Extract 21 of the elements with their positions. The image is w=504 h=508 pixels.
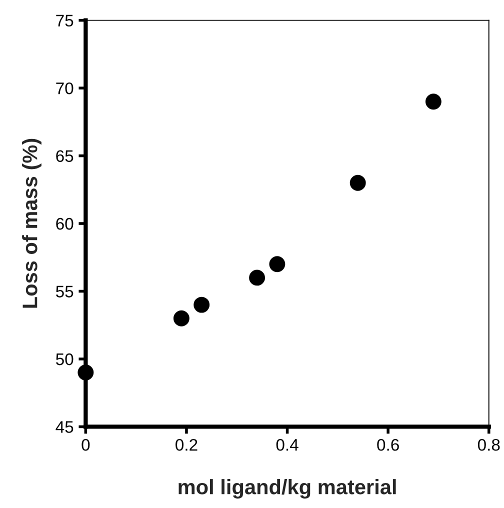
y-tick-label: 55 <box>56 286 74 298</box>
point <box>249 270 266 286</box>
x-tick-label: 0.6 <box>377 438 399 451</box>
point <box>350 174 366 191</box>
point <box>173 310 190 326</box>
point <box>194 296 210 313</box>
point <box>269 256 286 272</box>
x-axis-title: mol ligand/kg material <box>178 479 396 499</box>
y-tick-label: 65 <box>56 150 74 162</box>
y-tick-label: 60 <box>56 218 74 230</box>
x-tick-label: 0.8 <box>478 438 500 451</box>
point <box>425 94 442 110</box>
x-tick-label: 0.2 <box>176 438 198 451</box>
y-axis-title: Loss of mass (%) <box>22 138 42 308</box>
y-tick-label: 70 <box>56 82 74 94</box>
x-tick-label: 0 <box>82 438 90 451</box>
y-tick-label: 50 <box>56 353 74 366</box>
point <box>78 364 94 381</box>
y-tick-label: 75 <box>56 14 74 27</box>
y-tick-label: 45 <box>56 421 74 433</box>
x-tick-label: 0.4 <box>276 438 298 451</box>
